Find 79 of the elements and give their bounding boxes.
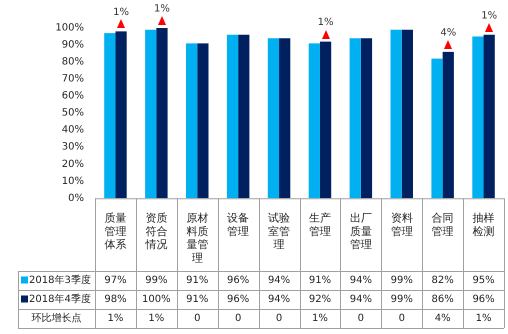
data-label: 94% — [268, 275, 290, 286]
text: 1% — [148, 313, 164, 324]
data-label: 94% — [350, 275, 372, 286]
bar — [279, 38, 290, 198]
bar — [197, 43, 208, 198]
annotation: 1% — [113, 7, 130, 18]
text: 4% — [434, 313, 451, 324]
bar — [186, 43, 198, 198]
bar — [268, 38, 280, 198]
annotation: 1% — [481, 10, 498, 22]
data-label: 82% — [432, 275, 454, 286]
bar — [320, 42, 332, 198]
text: 环比增长点 — [32, 312, 82, 324]
y-tick-label: 20% — [62, 158, 84, 170]
bar — [472, 36, 484, 198]
data-label: 96% — [472, 294, 495, 306]
y-tick-label: 40% — [62, 124, 84, 136]
text: 0 — [194, 313, 200, 324]
text: 1% — [108, 313, 124, 324]
bar — [484, 34, 495, 198]
y-tick-label: 80% — [62, 56, 84, 68]
bar — [390, 30, 402, 198]
data-label: 98% — [104, 294, 127, 306]
bar — [156, 28, 168, 198]
text: 1% — [312, 313, 328, 324]
data-label: 94% — [350, 294, 372, 306]
text: 0 — [358, 313, 364, 324]
annotation: 1% — [318, 17, 334, 28]
x-tick-label: 合同管理 — [432, 212, 454, 238]
bar — [238, 34, 250, 198]
bar — [226, 34, 238, 198]
x-tick-label: 质量管理体系 — [104, 212, 126, 252]
x-tick-label: 资料管理 — [390, 212, 413, 238]
x-tick-label: 原材料质量管理 — [186, 212, 208, 264]
y-tick-label: 0% — [68, 192, 84, 204]
y-tick-label: 70% — [62, 74, 84, 85]
text: 0 — [276, 313, 282, 324]
text: 0 — [398, 313, 405, 324]
bar — [308, 43, 320, 198]
data-label: 97% — [104, 275, 127, 286]
bar — [115, 31, 127, 198]
y-tick-label: 50% — [62, 108, 84, 119]
x-tick-label: 抽样检测 — [472, 212, 495, 238]
data-label: 99% — [390, 294, 413, 306]
y-tick-label: 60% — [62, 90, 84, 102]
data-label: 92% — [308, 294, 332, 306]
x-tick-label: 设备管理 — [227, 212, 250, 238]
x-tick-label: 出厂质量管理 — [350, 212, 372, 252]
annotation: 1% — [154, 4, 170, 15]
data-label: 86% — [432, 294, 454, 306]
data-label: 91% — [186, 294, 208, 306]
data-label: 96% — [227, 275, 250, 286]
bar — [431, 58, 443, 198]
bar — [145, 30, 156, 198]
bar — [104, 33, 116, 198]
bar — [402, 30, 413, 198]
y-tick-label: 10% — [62, 176, 84, 187]
data-label: 95% — [472, 275, 495, 286]
data-label: 91% — [186, 275, 208, 286]
data-label: 91% — [308, 275, 332, 286]
y-tick-label: 30% — [62, 142, 84, 153]
x-tick-label: 生产管理 — [308, 212, 331, 238]
y-tick-label: 90% — [62, 40, 84, 51]
data-label: 99% — [390, 275, 413, 286]
bar — [350, 38, 361, 198]
x-tick-label: 试验室管理 — [268, 212, 290, 252]
text: 1% — [476, 313, 492, 324]
legend-label: 2018年3季度 — [29, 274, 91, 286]
annotation: 4% — [440, 27, 456, 38]
x-tick-label: 资质符合情况 — [144, 212, 168, 252]
data-label: 96% — [227, 294, 250, 306]
legend-label: 2018年4季度 — [29, 293, 91, 306]
bar — [442, 52, 454, 198]
bar — [360, 38, 372, 198]
data-label: 94% — [268, 294, 290, 306]
y-tick-label: 100% — [55, 22, 84, 34]
data-label: 99% — [145, 275, 168, 286]
data-label: 100% — [142, 294, 171, 306]
text: 0 — [234, 313, 242, 324]
